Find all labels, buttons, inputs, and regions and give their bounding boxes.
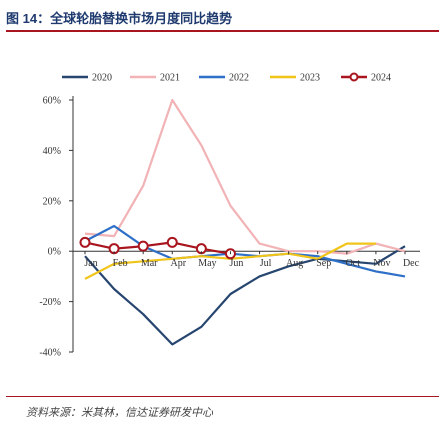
footer-rule: [6, 396, 439, 397]
x-axis-labels: Jan Feb Mar Apr May Jun Jul Aug Sep Oct Nov Dec: [84, 251, 420, 269]
x-tick-label: Jun: [230, 258, 244, 269]
x-tick-label: Mar: [141, 258, 158, 269]
series-line-2022: [84, 224, 406, 278]
x-tick-label: Sep: [316, 258, 331, 269]
legend-label-2024: 2024: [371, 73, 391, 84]
x-tick-label: Jul: [260, 258, 272, 269]
chart-axes: 60% 40% 20% 0% -20% -40%: [39, 96, 420, 359]
data-point-2024: [79, 236, 91, 248]
y-tick-label: 40%: [43, 146, 61, 157]
source-note: 资料来源：米其林，信达证券研发中心: [26, 407, 213, 419]
x-tick-label: Feb: [113, 258, 128, 269]
y-tick-label: -40%: [39, 348, 61, 359]
series-line-2021: [84, 98, 406, 255]
y-tick-label: 20%: [43, 196, 61, 207]
y-tick-label: 60%: [43, 96, 61, 107]
legend-label-2022: 2022: [229, 73, 249, 84]
x-tick-label: Nov: [373, 258, 390, 269]
x-tick-label: Jan: [84, 258, 97, 269]
y-tick-label: -20%: [39, 297, 61, 308]
legend-label-2021: 2021: [160, 73, 180, 84]
y-tick-label: 0%: [48, 247, 61, 258]
x-tick-label: Apr: [170, 258, 186, 269]
title-rule: [6, 30, 439, 32]
legend-label-2023: 2023: [300, 73, 320, 84]
chart-series: [79, 98, 406, 346]
chart-legend: 2020 2021 2022 2023 2024: [62, 72, 391, 84]
data-point-2024: [137, 240, 149, 252]
x-tick-label: May: [198, 258, 216, 269]
figure-title: 图 14：全球轮胎替换市场月度同比趋势: [6, 11, 233, 26]
legend-label-2020: 2020: [92, 73, 112, 84]
series-line-2020: [84, 245, 406, 346]
x-tick-label: Oct: [346, 258, 361, 269]
data-point-2024: [166, 236, 178, 248]
x-tick-label: Aug: [286, 258, 303, 269]
x-tick-label: Dec: [403, 258, 420, 269]
legend-marker-2024: [349, 72, 359, 82]
